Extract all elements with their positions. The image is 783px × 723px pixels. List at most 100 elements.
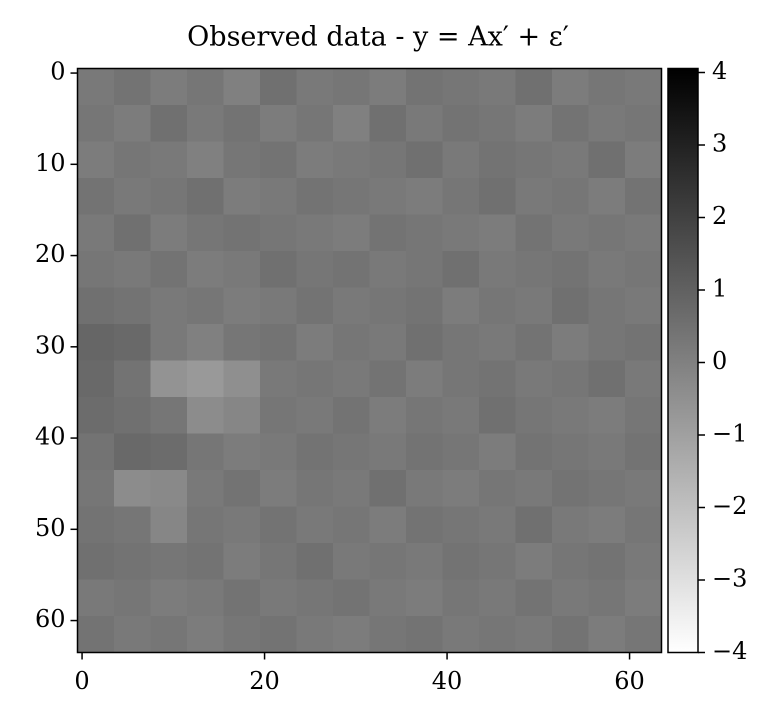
cell bbox=[333, 397, 370, 434]
cell bbox=[187, 506, 224, 544]
cell bbox=[479, 470, 516, 507]
cell bbox=[515, 105, 553, 142]
colorbar-tick-label: 4 bbox=[712, 57, 727, 85]
cell bbox=[77, 324, 115, 361]
cell bbox=[150, 433, 188, 471]
cell bbox=[552, 616, 589, 653]
cell bbox=[442, 68, 480, 106]
cell bbox=[77, 433, 115, 471]
cell bbox=[114, 506, 151, 544]
cell bbox=[114, 287, 151, 325]
x-tick-label: 40 bbox=[432, 667, 463, 695]
cell bbox=[223, 287, 261, 325]
cell bbox=[187, 214, 224, 252]
cell bbox=[77, 68, 115, 106]
cell bbox=[442, 287, 480, 325]
chart-title: Observed data - y = Ax′ + ε′ bbox=[187, 22, 569, 53]
cell bbox=[296, 506, 334, 544]
cell bbox=[150, 214, 188, 252]
cell bbox=[150, 506, 188, 544]
cell bbox=[588, 105, 626, 142]
cell bbox=[260, 105, 297, 142]
cell bbox=[296, 616, 334, 653]
colorbar-tick-label: −4 bbox=[712, 637, 747, 665]
cell bbox=[625, 433, 662, 471]
cell bbox=[625, 506, 662, 544]
cell bbox=[187, 579, 224, 617]
cell bbox=[150, 68, 188, 106]
cell bbox=[406, 506, 443, 544]
cell bbox=[625, 397, 662, 434]
cell bbox=[187, 543, 224, 580]
cell bbox=[442, 616, 480, 653]
cell bbox=[515, 506, 553, 544]
cell bbox=[442, 178, 480, 215]
cell bbox=[625, 178, 662, 215]
colorbar-tick-label: 3 bbox=[712, 130, 727, 158]
cell bbox=[187, 68, 224, 106]
cell bbox=[223, 543, 261, 580]
cell bbox=[77, 178, 115, 215]
cell bbox=[114, 433, 151, 471]
cell bbox=[223, 616, 261, 653]
cell bbox=[479, 506, 516, 544]
cell bbox=[479, 579, 516, 617]
cell bbox=[588, 141, 626, 179]
cell bbox=[552, 251, 589, 288]
cell bbox=[588, 616, 626, 653]
cell bbox=[442, 105, 480, 142]
cell bbox=[515, 68, 553, 106]
x-tick-label: 60 bbox=[614, 667, 645, 695]
cell bbox=[588, 251, 626, 288]
cell bbox=[150, 141, 188, 179]
cell bbox=[552, 433, 589, 471]
cell bbox=[187, 287, 224, 325]
cell bbox=[77, 105, 115, 142]
cell bbox=[588, 433, 626, 471]
cell bbox=[150, 543, 188, 580]
cell bbox=[77, 616, 115, 653]
cell bbox=[223, 178, 261, 215]
cell bbox=[187, 360, 224, 398]
cell bbox=[187, 433, 224, 471]
cell bbox=[588, 214, 626, 252]
cell bbox=[333, 251, 370, 288]
cell bbox=[150, 397, 188, 434]
cell bbox=[479, 287, 516, 325]
colorbar-tick-label: −3 bbox=[712, 565, 747, 593]
cell bbox=[223, 397, 261, 434]
cell bbox=[588, 470, 626, 507]
cell bbox=[552, 178, 589, 215]
cell bbox=[625, 579, 662, 617]
cell bbox=[369, 506, 407, 544]
cell bbox=[625, 68, 662, 106]
cell bbox=[479, 141, 516, 179]
cell bbox=[552, 360, 589, 398]
cell bbox=[77, 287, 115, 325]
cell bbox=[260, 141, 297, 179]
cell bbox=[442, 251, 480, 288]
cell bbox=[187, 178, 224, 215]
cell bbox=[114, 141, 151, 179]
cell bbox=[260, 68, 297, 106]
cell bbox=[588, 324, 626, 361]
cell bbox=[150, 105, 188, 142]
cell bbox=[296, 579, 334, 617]
cell bbox=[552, 214, 589, 252]
cell bbox=[260, 433, 297, 471]
cell bbox=[442, 141, 480, 179]
colorbar bbox=[667, 67, 699, 654]
cell bbox=[187, 141, 224, 179]
cell bbox=[369, 251, 407, 288]
cell bbox=[479, 543, 516, 580]
cell bbox=[260, 178, 297, 215]
cell bbox=[114, 616, 151, 653]
cell bbox=[406, 397, 443, 434]
cell bbox=[223, 68, 261, 106]
cell bbox=[77, 141, 115, 179]
cell bbox=[369, 287, 407, 325]
cell bbox=[625, 470, 662, 507]
cell bbox=[150, 324, 188, 361]
cell bbox=[625, 105, 662, 142]
cell bbox=[406, 543, 443, 580]
